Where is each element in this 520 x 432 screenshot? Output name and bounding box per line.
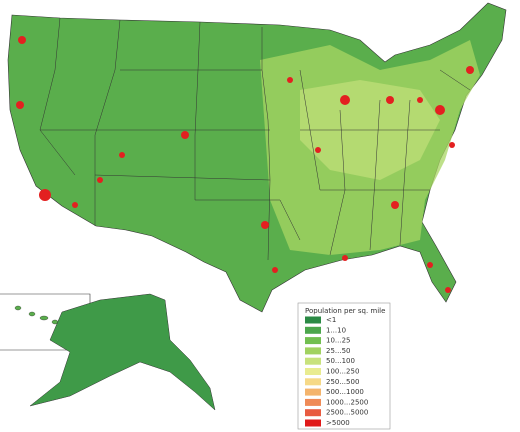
legend-box <box>297 302 391 430</box>
legend-swatch <box>305 378 321 386</box>
legend-swatch <box>305 398 321 406</box>
cities <box>16 36 474 293</box>
legend-label: >5000 <box>326 419 350 427</box>
legend-label: 500...1000 <box>326 388 364 396</box>
legend-swatch <box>305 357 321 365</box>
legend-label: 100...250 <box>326 368 359 376</box>
legend-label: 2500...5000 <box>326 409 368 417</box>
legend-label: 1000...2500 <box>326 398 368 406</box>
legend: Population per sq. mile <1 1...10 10...25 2… <box>297 302 391 430</box>
legend-label: 250...500 <box>326 378 359 386</box>
legend-swatch <box>305 388 321 396</box>
legend-swatch <box>305 326 321 334</box>
contiguous-us <box>7 2 507 313</box>
legend-label: 10...25 <box>326 337 351 345</box>
legend-swatch <box>305 409 321 417</box>
legend-label: 1...10 <box>326 326 346 334</box>
legend-swatch <box>305 337 321 345</box>
legend-swatch <box>305 419 321 427</box>
legend-swatch <box>305 316 321 324</box>
legend-label: 50...100 <box>326 357 355 365</box>
alaska <box>29 293 216 411</box>
legend-swatch <box>305 368 321 375</box>
legend-title: Population per sq. mile <box>305 307 385 315</box>
legend-label: <1 <box>326 316 336 324</box>
legend-label: 25...50 <box>326 347 351 355</box>
legend-swatch <box>305 347 321 355</box>
state-borders <box>39 17 471 261</box>
